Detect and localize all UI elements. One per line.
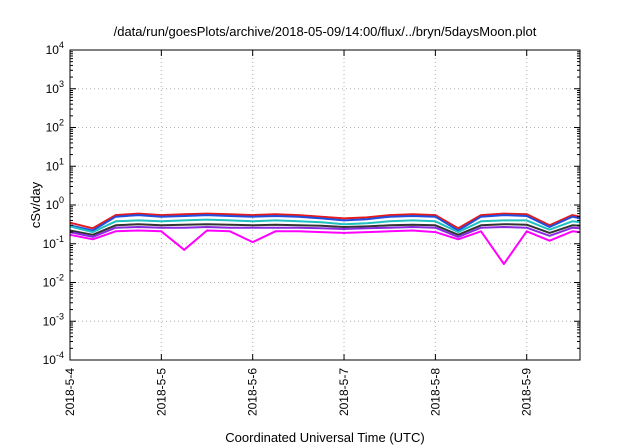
chart-title: /data/run/goesPlots/archive/2018-05-09/1…: [114, 24, 537, 39]
y-tick-label: 104: [46, 40, 64, 57]
series-line-6: [69, 229, 581, 265]
series-line-1: [69, 212, 581, 230]
grid: [70, 50, 580, 360]
series-layer: [69, 212, 581, 265]
series-line-2: [69, 214, 581, 232]
y-tick-label: 10-2: [43, 273, 64, 290]
y-tick-label: 101: [46, 156, 64, 173]
y-tick-label: 10-4: [43, 350, 64, 367]
x-tick-label: 2018-5-6: [246, 368, 260, 416]
x-axis-label: Coordinated Universal Time (UTC): [225, 430, 424, 445]
y-tick-label: 10-1: [43, 234, 64, 251]
series-line-3: [69, 218, 581, 234]
x-axis-ticks: 2018-5-4 2018-5-5 2018-5-6 2018-5-7 2018-5-8…: [63, 50, 534, 416]
y-tick-label: 10-3: [43, 311, 64, 328]
x-tick-label: 2018-5-7: [337, 368, 351, 416]
y-axis-ticks: 10-4 10-3 10-2 10-1 100 101 102 103 104: [43, 40, 580, 367]
x-tick-label: 2018-5-5: [154, 368, 168, 416]
series-line-5: [69, 226, 581, 238]
x-tick-label: 2018-5-4: [63, 368, 77, 416]
y-tick-label: 103: [46, 79, 64, 96]
series-line-4: [69, 223, 581, 236]
x-tick-label: 2018-5-9: [520, 368, 534, 416]
y-axis-label: cSv/day: [28, 181, 43, 228]
y-tick-label: 100: [46, 195, 64, 212]
x-tick-label: 2018-5-8: [428, 368, 442, 416]
y-tick-label: 102: [46, 118, 64, 135]
